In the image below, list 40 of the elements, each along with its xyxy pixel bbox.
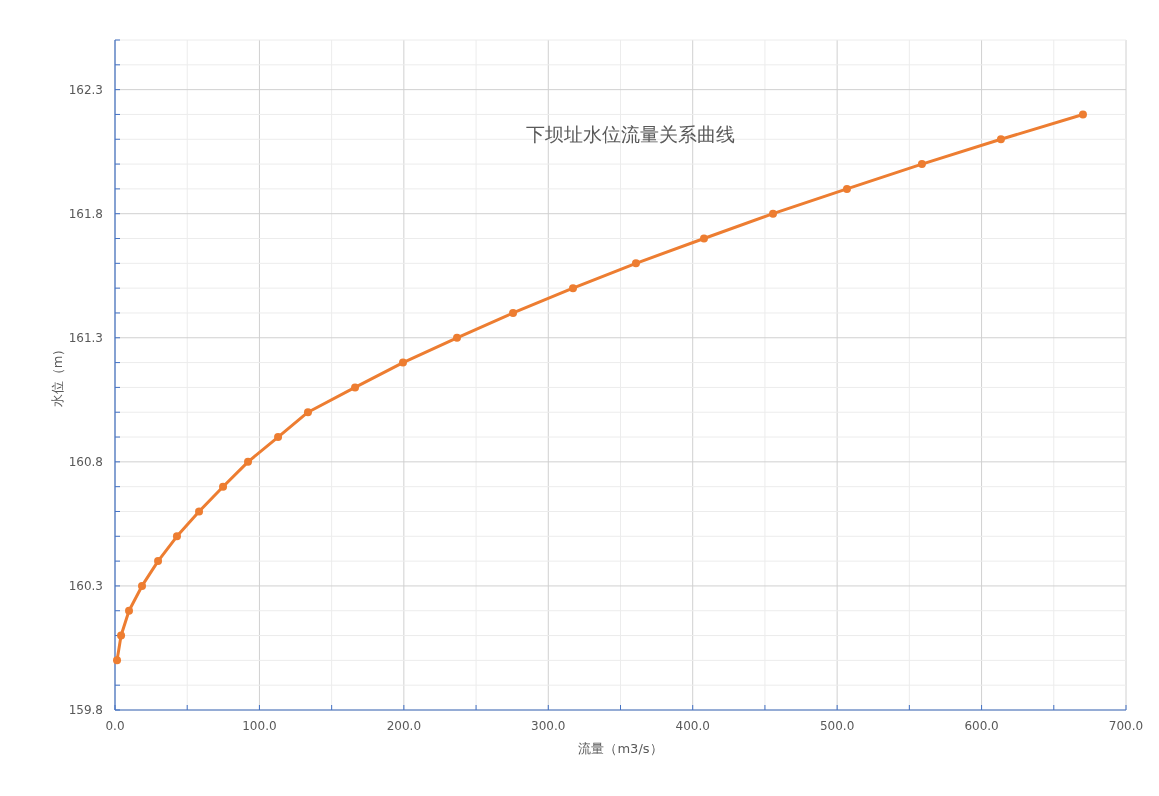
text: 下坝址水位流量关系曲线: [526, 123, 735, 145]
point: [154, 557, 163, 566]
x-tick-label: 300.0: [531, 719, 566, 733]
x-tick-label: 400.0: [675, 719, 710, 733]
y-tick-label: 161.3: [68, 330, 103, 345]
point: [453, 333, 462, 342]
point: [303, 408, 312, 417]
x-tick-label: 500.0: [819, 719, 855, 733]
point: [195, 507, 204, 516]
x-tick-label: 600.0: [964, 719, 999, 733]
y-tick-label: 162.3: [68, 82, 103, 97]
point: [509, 308, 518, 317]
point: [125, 606, 134, 615]
x-tick-label: 700.0: [1108, 719, 1144, 733]
point: [769, 209, 778, 218]
y-axis-title: 水位（m）: [50, 342, 65, 408]
point: [244, 457, 253, 466]
point: [274, 433, 283, 442]
x-axis-title: 流量（m3/s）: [578, 741, 663, 756]
point: [351, 383, 360, 392]
point: [568, 284, 577, 293]
x-tick-label: 200.0: [386, 719, 422, 733]
point: [138, 581, 147, 590]
point: [699, 234, 708, 243]
point: [917, 160, 926, 169]
point: [1078, 110, 1087, 119]
point: [842, 184, 851, 193]
x-tick-label: 100.0: [242, 719, 277, 733]
y-tick-label: 160.3: [68, 578, 103, 593]
point: [172, 532, 181, 541]
point: [631, 259, 640, 268]
y-tick-label: 159.8: [68, 703, 103, 717]
y-tick-label: 161.8: [68, 206, 103, 221]
point: [996, 135, 1005, 144]
point: [398, 358, 407, 367]
point: [219, 482, 228, 491]
y-tick-label: 160.8: [68, 454, 103, 469]
point: [117, 631, 126, 640]
point: [113, 656, 122, 665]
x-tick-label: 0.0: [105, 719, 125, 733]
